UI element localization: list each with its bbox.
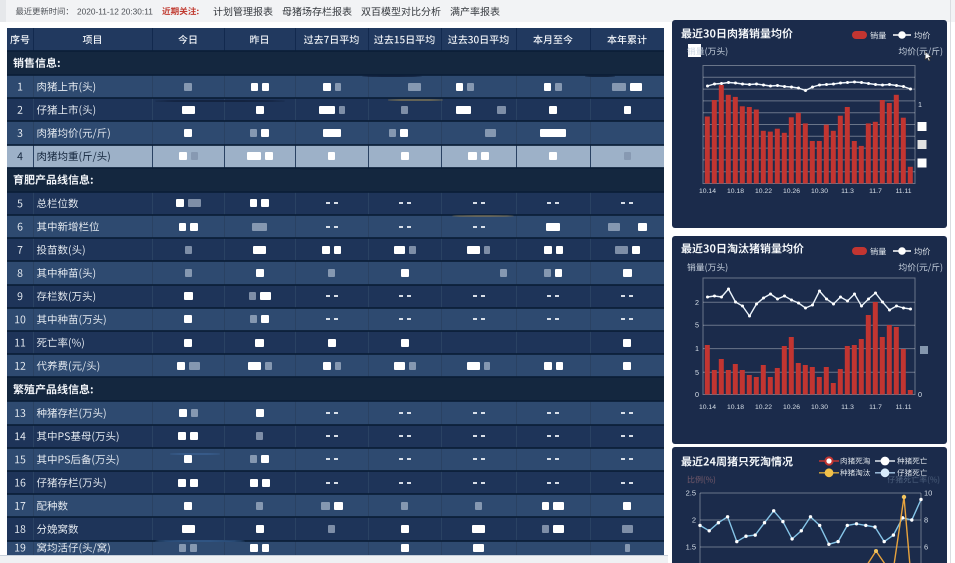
svg-text:5: 5 bbox=[695, 368, 699, 377]
svg-text:6: 6 bbox=[924, 543, 928, 552]
svg-text:10.22: 10.22 bbox=[755, 188, 772, 195]
svg-text:0: 0 bbox=[918, 390, 922, 399]
svg-text:2: 2 bbox=[692, 516, 696, 525]
svg-text:11.7: 11.7 bbox=[869, 188, 882, 195]
svg-text:1.5: 1.5 bbox=[686, 543, 696, 552]
svg-text:10.26: 10.26 bbox=[783, 404, 800, 411]
svg-text:11.11: 11.11 bbox=[896, 404, 912, 411]
svg-text:2020-11-12 20:30:11: 2020-11-12 20:30:11 bbox=[77, 6, 153, 16]
svg-text:8: 8 bbox=[924, 516, 928, 525]
svg-text:0: 0 bbox=[695, 390, 699, 399]
svg-text:11.7: 11.7 bbox=[869, 404, 882, 411]
svg-text:10.26: 10.26 bbox=[783, 188, 800, 195]
svg-text:2: 2 bbox=[695, 298, 699, 307]
svg-text:10.14: 10.14 bbox=[699, 404, 716, 411]
svg-text:10.18: 10.18 bbox=[727, 404, 744, 411]
svg-text:10: 10 bbox=[924, 489, 932, 498]
svg-text:1: 1 bbox=[695, 344, 699, 353]
svg-text:10.30: 10.30 bbox=[811, 404, 828, 411]
svg-text:5: 5 bbox=[695, 321, 699, 330]
svg-text:10.30: 10.30 bbox=[811, 188, 828, 195]
svg-text:11.3: 11.3 bbox=[841, 188, 854, 195]
svg-text:2.5: 2.5 bbox=[686, 489, 696, 498]
svg-text:10.18: 10.18 bbox=[727, 188, 744, 195]
svg-text:1: 1 bbox=[918, 100, 922, 109]
svg-text:10.22: 10.22 bbox=[755, 404, 772, 411]
svg-text:10.14: 10.14 bbox=[699, 188, 716, 195]
svg-text:11.11: 11.11 bbox=[896, 188, 912, 195]
svg-text:11.3: 11.3 bbox=[841, 404, 854, 411]
